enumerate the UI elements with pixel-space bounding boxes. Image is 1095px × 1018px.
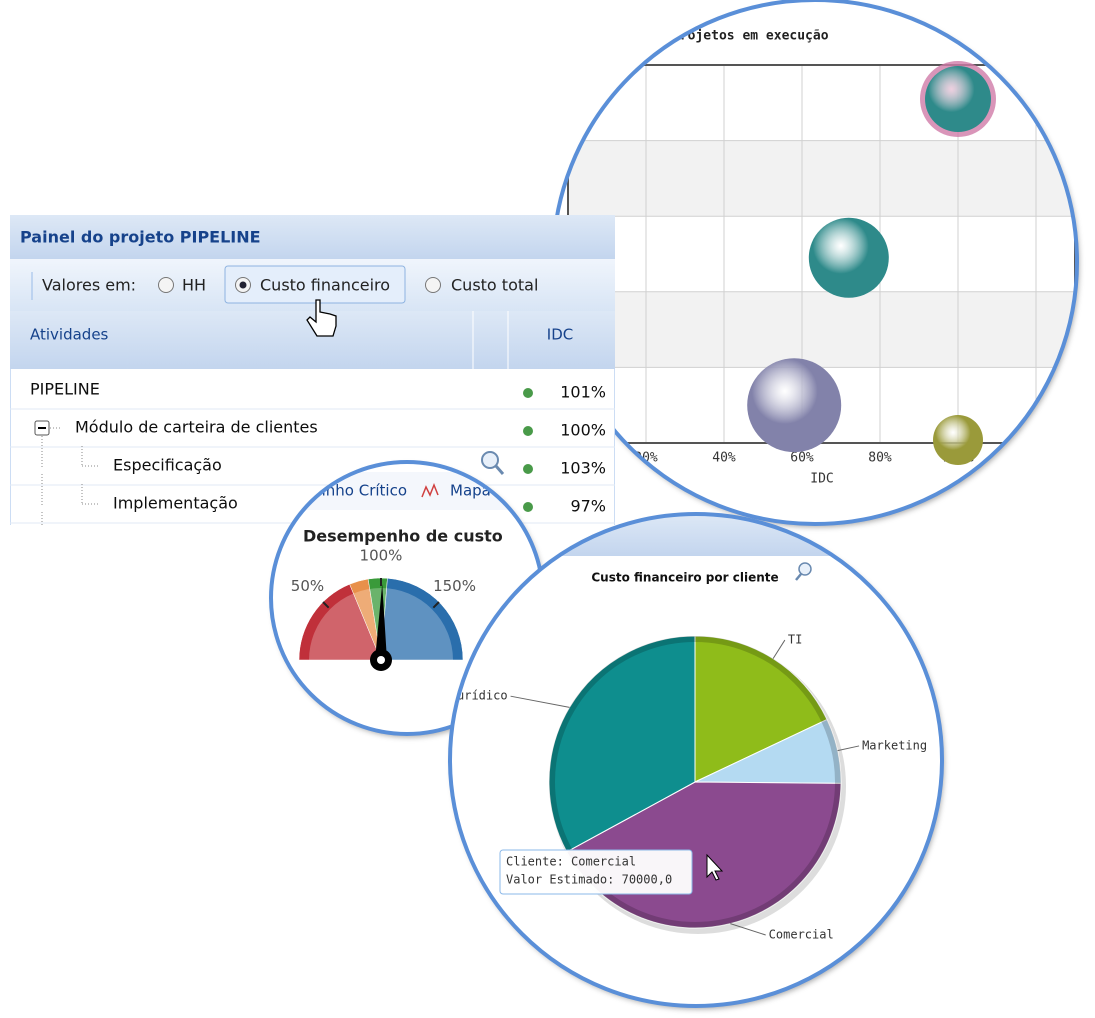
panel-title: Painel do projeto PIPELINE [20, 228, 261, 247]
x-tick-label: 120% [1020, 451, 1051, 466]
radio[interactable] [158, 277, 174, 293]
arrow-cursor [706, 853, 724, 881]
chart-title: projetos em execução [672, 29, 829, 44]
gauge-tick [432, 601, 440, 609]
pie-slice [694, 635, 828, 783]
bubble [747, 358, 842, 453]
idc-value: 101% [560, 383, 606, 402]
status-dot [523, 502, 533, 512]
panel-header [10, 215, 615, 259]
slice-label: Marketing [862, 738, 927, 752]
column-title: IDC [547, 326, 573, 344]
idc-value: 100% [560, 421, 606, 440]
gauge-band [298, 583, 382, 661]
bubble [925, 66, 991, 133]
zoom-icon [481, 451, 499, 469]
bubble [808, 217, 889, 298]
status-dot [523, 426, 533, 436]
zoom-icon [798, 562, 812, 576]
selected-option [224, 265, 406, 304]
tooltip-line: Cliente: Comercial [506, 855, 636, 869]
chart-title: Desempenho de custo [303, 527, 503, 546]
pie-slice [548, 635, 696, 853]
radio[interactable] [425, 277, 441, 293]
lens-border [448, 512, 944, 1008]
plot-band [568, 140, 1075, 217]
x-tick-label: 80% [868, 451, 892, 466]
idc-value: 103% [560, 459, 606, 478]
leader-line [837, 745, 860, 752]
status-dot [523, 464, 533, 474]
gauge-tick-label: 100% [360, 547, 403, 565]
zoom-icon-handle [494, 465, 505, 475]
chart-title: Custo financeiro por cliente [591, 571, 778, 585]
gauge-tick-label: 150% [433, 577, 476, 595]
gauge-tick [322, 601, 330, 609]
activity-name: Implementação [113, 494, 238, 513]
leader-line [510, 695, 570, 708]
status-dot [523, 388, 533, 398]
x-tick-label: 60% [790, 451, 814, 466]
tooltip [499, 849, 693, 895]
activity-name: PIPELINE [30, 380, 100, 399]
option-label[interactable]: HH [182, 276, 206, 295]
tooltip-line: Valor Estimado: 70000,0 [506, 873, 672, 887]
activity-name: Módulo de carteira de clientes [75, 418, 318, 437]
option-label[interactable]: Custo total [451, 276, 538, 295]
slice-label: Comercial [769, 928, 834, 942]
gauge-band [380, 577, 464, 661]
map-icon [421, 482, 439, 498]
x-axis-label: IDC [810, 472, 833, 487]
idc-value: 97% [570, 497, 606, 516]
values-label: Valores em: [42, 276, 136, 295]
pie-bevel [549, 636, 841, 928]
radio-dot [239, 281, 247, 289]
slice-label: Jurídico [450, 689, 508, 703]
leader-line [772, 639, 786, 659]
project-panel: Painel do projeto PIPELINE Valores em: HH C… [10, 215, 615, 525]
gauge-needle [375, 584, 387, 661]
option-label[interactable]: Custo financeiro [260, 276, 390, 295]
gauge-tick-label: 50% [291, 577, 324, 595]
plot-band [568, 291, 1075, 368]
slice-label: TI [788, 633, 802, 647]
hand-cursor [306, 299, 337, 337]
bubble [933, 414, 983, 465]
x-tick-label: 40% [712, 451, 736, 466]
leader-line [730, 923, 766, 936]
zoom-icon-handle [795, 573, 802, 581]
column-title: Atividades [30, 326, 109, 344]
gauge-hub-inner [377, 656, 385, 664]
activity-name: Especificação [113, 456, 222, 475]
